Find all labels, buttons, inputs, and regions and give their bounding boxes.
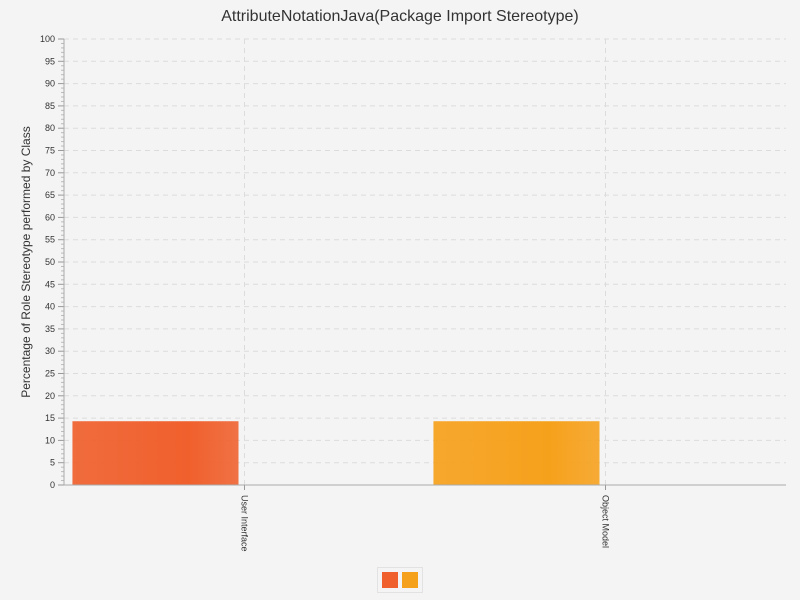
legend-swatch-user-interface — [382, 572, 398, 588]
axis-layer: 0 5 10 15 20 25 30 35 40 45 50 55 60 65 70 75 80 85 90 95 10… — [40, 34, 786, 552]
y-tick-label: 60 — [45, 212, 55, 222]
y-tick-label: 70 — [45, 168, 55, 178]
x-category-label: Object Model — [601, 495, 611, 548]
y-tick-label: 100 — [40, 34, 55, 44]
y-tick-label: 40 — [45, 302, 55, 312]
y-tick-label: 50 — [45, 257, 55, 267]
y-tick-label: 20 — [45, 391, 55, 401]
y-tick-label: 80 — [45, 123, 55, 133]
y-tick-label: 30 — [45, 346, 55, 356]
y-tick-label: 25 — [45, 369, 55, 379]
y-tick-label: 0 — [50, 480, 55, 490]
y-tick-label: 15 — [45, 413, 55, 423]
y-tick-label: 10 — [45, 435, 55, 445]
y-tick-label: 55 — [45, 235, 55, 245]
legend-swatch-object-model — [402, 572, 418, 588]
y-tick-label: 85 — [45, 101, 55, 111]
y-tick-label: 45 — [45, 279, 55, 289]
bar-object-model — [433, 421, 600, 485]
grid-layer — [64, 38, 786, 485]
legend — [377, 567, 423, 593]
y-tick-label: 5 — [50, 458, 55, 468]
bar-user-interface — [72, 421, 239, 485]
y-tick-label: 65 — [45, 190, 55, 200]
x-category-label: User Interface — [240, 495, 250, 552]
chart-title: AttributeNotationJava(Package Import Ste… — [221, 8, 579, 25]
bar-layer — [72, 421, 600, 485]
y-tick-label: 95 — [45, 56, 55, 66]
y-tick-label: 35 — [45, 324, 55, 334]
y-tick-label: 75 — [45, 146, 55, 156]
y-tick-label: 90 — [45, 79, 55, 89]
